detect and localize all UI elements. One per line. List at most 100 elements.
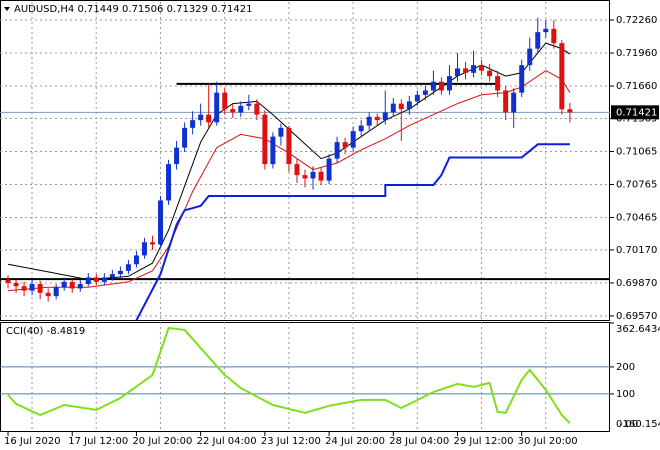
candle-body: [198, 114, 204, 121]
candle-body: [446, 76, 452, 91]
candle-body: [61, 281, 67, 288]
x-tick-label: 23 Jul 12:00: [261, 436, 321, 447]
close: 0.71421: [211, 4, 252, 15]
candle-body: [430, 81, 436, 91]
candle-body: [69, 281, 75, 289]
candle-body: [527, 48, 533, 66]
candle-body: [471, 65, 477, 73]
x-tick-label: 29 Jul 12:00: [454, 436, 514, 447]
candle-body: [318, 171, 324, 181]
candle-body: [310, 171, 316, 179]
candle-body: [270, 136, 276, 165]
cci-title: CCI(40): [6, 326, 44, 337]
candle-body: [438, 81, 444, 91]
y-tick-label: 0.72260: [616, 15, 657, 26]
candle-body: [166, 164, 172, 201]
candle-body: [479, 65, 485, 71]
candle-body: [125, 264, 131, 271]
y-tick-label: 0.70465: [616, 212, 657, 223]
cci-header: CCI(40) -8.4819: [6, 326, 85, 337]
candle-body: [422, 90, 428, 95]
candle-body: [85, 277, 91, 285]
main-panel-frame: [0, 0, 610, 321]
candle-body: [158, 200, 164, 245]
y-tick-label: 0.69870: [616, 278, 657, 289]
candle-body: [414, 94, 420, 102]
indicator-line: [135, 143, 570, 321]
candle-body: [262, 114, 268, 165]
y-tick-label: 0.71660: [616, 81, 657, 92]
candle-body: [543, 28, 549, 33]
candle-body: [487, 70, 493, 77]
candle-body: [350, 131, 356, 148]
candle-body: [21, 286, 27, 291]
candle-body: [254, 103, 260, 115]
candle-body: [133, 255, 139, 265]
indicator-line: [7, 42, 571, 281]
y-tick-label: 362.6434: [616, 324, 660, 335]
y-tick-label: 0.71960: [616, 48, 657, 59]
low: 0.71329: [167, 4, 208, 15]
candle-body: [342, 142, 348, 148]
candle-body: [294, 164, 300, 176]
candle-body: [382, 112, 388, 121]
price-label-box: [611, 105, 659, 120]
candle-body: [182, 127, 188, 148]
candle-body: [535, 32, 541, 49]
candle-body: [390, 103, 396, 113]
candle-body: [101, 277, 107, 282]
y-bottom-label: -160.1545: [619, 419, 660, 430]
candle-body: [13, 282, 19, 287]
candle-body: [222, 92, 228, 110]
candle-body: [374, 116, 380, 121]
menu-triangle[interactable]: [4, 7, 10, 11]
candle-body: [326, 158, 332, 181]
candle-body: [246, 103, 252, 106]
candle-body: [206, 114, 212, 123]
y-tick-label: 0.70765: [616, 179, 657, 190]
candle-body: [37, 284, 43, 293]
candle-body: [511, 92, 517, 113]
x-tick-label: 22 Jul 04:00: [197, 436, 257, 447]
candle-body: [455, 68, 460, 77]
candle-body: [45, 292, 51, 297]
candle-body: [214, 92, 220, 123]
candle-body: [141, 242, 147, 256]
x-tick-label: 17 Jul 12:00: [68, 436, 128, 447]
x-tick-label: 30 Jul 20:00: [518, 436, 578, 447]
candle-body: [366, 116, 372, 126]
candle-body: [567, 109, 573, 113]
candle-body: [358, 125, 364, 132]
x-tick-label: 24 Jul 20:00: [325, 436, 385, 447]
candle-body: [238, 105, 244, 113]
candle-body: [334, 142, 340, 159]
cci-line: [7, 326, 571, 424]
candle-body: [286, 127, 292, 165]
y-tick-label: 0.70170: [616, 245, 657, 256]
cci-value: -8.4819: [47, 326, 86, 337]
candle-body: [5, 279, 11, 283]
price-label: 0.71421: [616, 107, 657, 118]
y-tick-label: 0.69570: [616, 311, 657, 322]
indicator-line: [7, 70, 571, 292]
candle-body: [463, 68, 469, 73]
candle-body: [406, 101, 412, 110]
candle-body: [503, 90, 509, 113]
x-tick-label: 28 Jul 04:00: [389, 436, 449, 447]
candle-body: [559, 43, 565, 110]
y-tick-label: 200: [616, 362, 635, 373]
candle-body: [495, 76, 501, 91]
x-tick-label: 16 Jul 2020: [4, 436, 61, 447]
candle-body: [230, 109, 236, 113]
candle-body: [117, 270, 123, 275]
candle-body: [109, 274, 115, 278]
candle-body: [398, 103, 404, 110]
symbol: AUDUSD,H4: [14, 4, 74, 15]
y-tick-label: 0.71065: [616, 146, 657, 157]
candle-body: [77, 284, 83, 289]
x-tick-label: 20 Jul 20:00: [132, 436, 192, 447]
open: 0.71449: [77, 4, 118, 15]
candle-body: [278, 127, 284, 137]
